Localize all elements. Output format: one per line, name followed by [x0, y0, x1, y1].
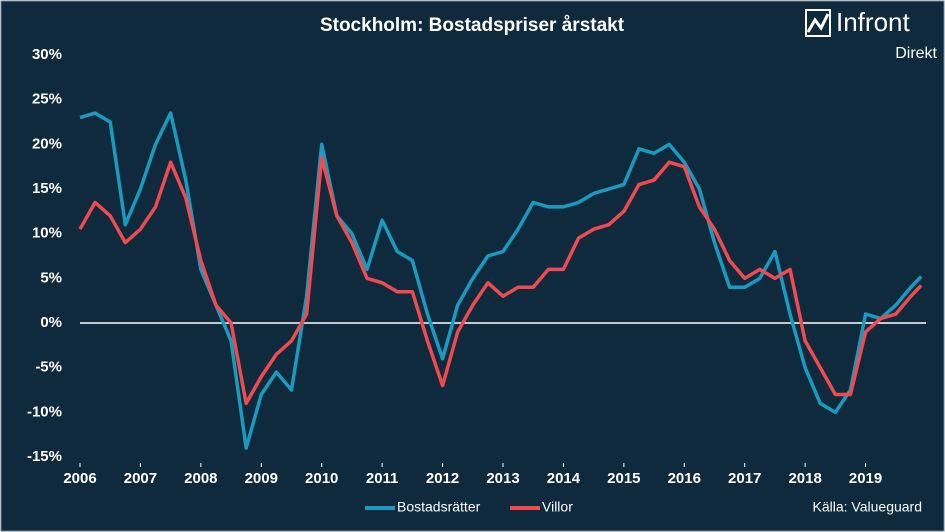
legend-label: Bostadsrätter: [397, 499, 481, 515]
x-tick-label: 2017: [728, 470, 761, 487]
y-tick-label: 15%: [32, 180, 62, 197]
logo-icon: [805, 9, 831, 37]
brand: Infront: [836, 7, 910, 37]
x-tick-label: 2016: [668, 470, 701, 487]
y-tick-label: 5%: [40, 269, 62, 286]
y-tick-label: 25%: [32, 91, 62, 108]
chart-title: Stockholm: Bostadspriser årstakt: [320, 15, 625, 36]
y-tick-label: 0%: [40, 314, 62, 331]
x-tick-label: 2011: [366, 470, 399, 487]
x-tick-label: 2009: [245, 470, 278, 487]
brand-sub: Direkt: [895, 45, 937, 62]
y-tick-label: 30%: [32, 46, 62, 63]
x-tick-label: 2019: [849, 470, 882, 487]
line-series: [78, 155, 923, 406]
logo-icon-line: [806, 13, 830, 33]
source: Källa: Valueguard: [813, 499, 922, 515]
x-tick-label: 2008: [184, 470, 217, 487]
x-tick-label: 2006: [63, 470, 96, 487]
x-tick-label: 2012: [426, 470, 459, 487]
y-tick-label: 10%: [32, 225, 62, 242]
x-tick-label: 2018: [788, 470, 821, 487]
x-tick-label: 2015: [607, 470, 640, 487]
x-tick-label: 2014: [547, 470, 581, 487]
x-tick-label: 2007: [124, 470, 157, 487]
legend-label: Villor: [542, 499, 573, 515]
y-tick-label: 20%: [32, 135, 62, 152]
x-tick-label: 2010: [305, 470, 338, 487]
y-tick-label: -5%: [35, 359, 62, 376]
line-series: [79, 111, 923, 450]
y-tick-label: -15%: [27, 448, 62, 465]
x-tick-label: 2013: [486, 470, 519, 487]
y-tick-label: -10%: [27, 403, 62, 420]
